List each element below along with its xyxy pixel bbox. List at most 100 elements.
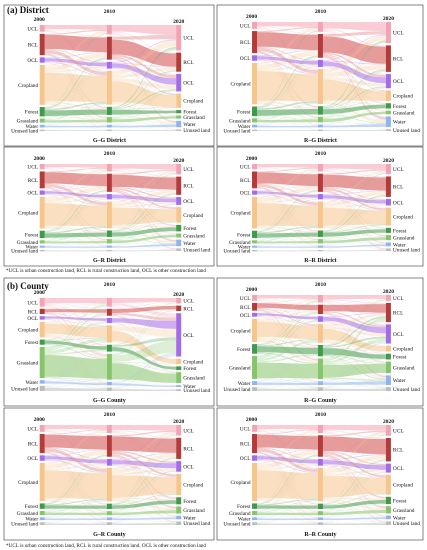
flow-forest-to-ocl [257, 198, 318, 233]
flow-water-to-unused-land [111, 127, 177, 131]
node-forest [317, 345, 323, 357]
flow-ucl-to-cropland [44, 303, 107, 327]
flow-unused-land-to-grassland [44, 379, 107, 388]
flow-forest-to-ocl [111, 470, 177, 505]
node-ocl [385, 74, 391, 89]
flow-forest-to-forest [322, 104, 386, 114]
flow-unused-land-to-forest [44, 351, 107, 388]
flow-water-to-cropland [257, 500, 318, 519]
flow-water-to-unused-land [44, 127, 107, 131]
flow-cropland-to-forest [322, 225, 386, 230]
flow-rcl-to-ucl [111, 301, 177, 310]
flow-rcl-to-rcl [257, 32, 318, 51]
flow-cropland-to-forest [44, 498, 107, 506]
flow-water-to-unused-land [44, 383, 107, 389]
node-rcl [385, 176, 391, 197]
node-label-cropland: Cropland [18, 328, 38, 334]
flow-unused-land-to-grassland [111, 118, 177, 131]
flow-cropland-to-water [322, 101, 386, 123]
flow-unused-land-to-grassland [44, 515, 107, 524]
node-grassland [317, 511, 323, 516]
flow-unused-land-to-cropland [257, 342, 318, 389]
flow-grassland-to-ucl [44, 34, 107, 119]
flow-grassland-to-grassland [44, 512, 107, 516]
node-ocl [106, 194, 112, 200]
flow-ocl-to-rcl [111, 452, 177, 461]
flow-water-to-ucl [44, 306, 107, 381]
flow-grassland-to-grassland [111, 363, 177, 383]
flow-unused-land-to-grassland [257, 515, 318, 524]
flow-ucl-to-cropland [44, 430, 107, 469]
flow-water-to-rcl [111, 194, 177, 246]
node-label-rcl: RCL [183, 184, 193, 190]
node-grassland [317, 116, 323, 123]
flow-rcl-to-rcl [111, 39, 177, 67]
node-label-rcl: RCL [183, 60, 193, 66]
flow-unused-land-to-ucl [44, 306, 107, 387]
flow-water-to-water [111, 517, 177, 521]
panel-frame [3, 146, 215, 267]
flow-grassland-to-rcl [111, 193, 177, 240]
node-ucl [252, 164, 258, 170]
flow-water-to-rcl [322, 196, 386, 247]
flow-grassland-to-ocl [111, 471, 177, 513]
node-ocl [106, 317, 112, 324]
node-ucl [106, 298, 112, 307]
flow-ocl-to-forest [322, 66, 386, 104]
flow-ucl-to-forest [44, 168, 107, 231]
flow-forest-to-grassland [111, 351, 177, 374]
flow-grassland-to-grassland [257, 362, 318, 379]
flow-cropland-to-ucl [44, 31, 107, 67]
flow-water-to-grassland [111, 118, 177, 126]
flow-ocl-to-ucl [322, 432, 386, 460]
node-ocl [317, 458, 323, 466]
flow-grassland-to-grassland [322, 364, 386, 378]
flow-rcl-to-ucl [257, 298, 318, 304]
flow-cropland-to-ucl [322, 299, 386, 325]
flow-ucl-to-grassland [111, 432, 177, 507]
flow-rcl-to-unused-land [111, 315, 177, 390]
flow-water-to-cropland [111, 222, 177, 247]
flow-grassland-to-cropland [322, 224, 386, 241]
flow-water-to-water [44, 381, 107, 386]
flow-unused-land-to-ocl [44, 322, 107, 387]
node-grassland [385, 506, 391, 514]
flow-ocl-to-ucl [44, 430, 107, 456]
node-grassland [176, 233, 182, 238]
flow-water-to-ucl [44, 171, 107, 246]
flow-unused-land-to-cropland [322, 100, 386, 131]
flow-ocl-to-rcl [257, 185, 318, 192]
flow-water-to-forest [44, 508, 107, 519]
flow-cropland-to-ucl [257, 430, 318, 465]
flow-ucl-to-grassland [322, 432, 386, 507]
node-grassland [252, 355, 258, 379]
flow-forest-to-unused-land [257, 116, 318, 131]
node-label-rcl: RCL [393, 311, 403, 317]
year-label: 2020 [383, 289, 394, 295]
node-grassland [317, 358, 323, 380]
flow-forest-to-grassland [257, 508, 318, 513]
flow-rcl-to-ocl [257, 46, 318, 62]
node-water [176, 239, 182, 247]
node-unused-land [176, 389, 182, 391]
flow-cropland-to-forest [111, 497, 177, 501]
flow-water-to-forest [44, 351, 107, 382]
flow-grassland-to-forest [111, 362, 177, 370]
flow-ocl-to-rcl [322, 60, 386, 65]
year-label: 2010 [315, 9, 326, 15]
flow-cropland-to-forest [322, 100, 386, 105]
node-forest [252, 230, 258, 239]
flow-unused-land-to-water [257, 247, 318, 251]
node-label-unused-land: Unused land [223, 249, 250, 255]
flow-forest-to-unused-land [44, 508, 107, 524]
flow-water-to-ucl [257, 302, 318, 382]
panel-title: G–R County [93, 532, 126, 538]
flow-water-to-water [44, 246, 107, 248]
node-ucl [385, 22, 391, 44]
flow-cropland-to-rcl [322, 191, 386, 207]
node-forest [176, 110, 182, 114]
flow-grassland-to-forest [257, 354, 318, 363]
node-label-cropland: Cropland [393, 483, 413, 489]
node-label-water: Water [238, 124, 251, 130]
flow-unused-land-to-cropland [44, 228, 107, 251]
